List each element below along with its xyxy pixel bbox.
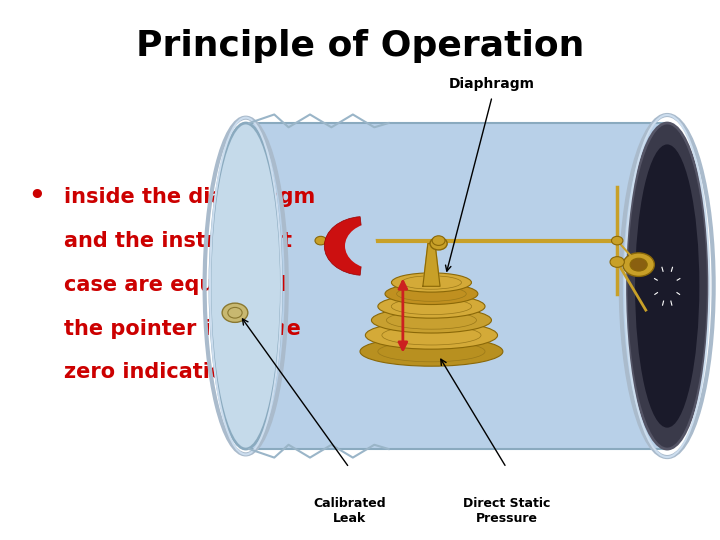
Text: zero indication.: zero indication.: [63, 362, 246, 382]
Text: Principle of Operation: Principle of Operation: [136, 30, 584, 64]
Text: case are equal and: case are equal and: [63, 275, 286, 295]
Bar: [246, 123, 667, 449]
Text: Calibrated
Leak: Calibrated Leak: [313, 497, 386, 525]
Wedge shape: [345, 222, 377, 269]
Circle shape: [432, 236, 445, 245]
Circle shape: [315, 237, 326, 245]
Text: inside the diaphragm: inside the diaphragm: [63, 187, 315, 207]
Text: the pointer is at the: the pointer is at the: [63, 319, 300, 339]
Ellipse shape: [626, 123, 708, 449]
Ellipse shape: [378, 295, 485, 318]
Ellipse shape: [360, 337, 503, 366]
Wedge shape: [324, 217, 364, 275]
Ellipse shape: [365, 321, 498, 349]
Circle shape: [611, 237, 623, 245]
Text: Direct Static
Pressure: Direct Static Pressure: [463, 497, 550, 525]
Text: and the instrument: and the instrument: [63, 231, 292, 251]
Circle shape: [630, 258, 647, 271]
Circle shape: [430, 237, 447, 250]
Circle shape: [623, 253, 654, 276]
Ellipse shape: [210, 123, 282, 449]
Ellipse shape: [385, 283, 478, 305]
Circle shape: [610, 256, 624, 267]
Polygon shape: [423, 244, 440, 286]
Text: Diaphragm: Diaphragm: [449, 77, 535, 91]
Ellipse shape: [392, 273, 472, 292]
Ellipse shape: [372, 307, 492, 333]
Ellipse shape: [635, 144, 699, 428]
Circle shape: [222, 303, 248, 322]
Text: •: •: [28, 185, 45, 211]
